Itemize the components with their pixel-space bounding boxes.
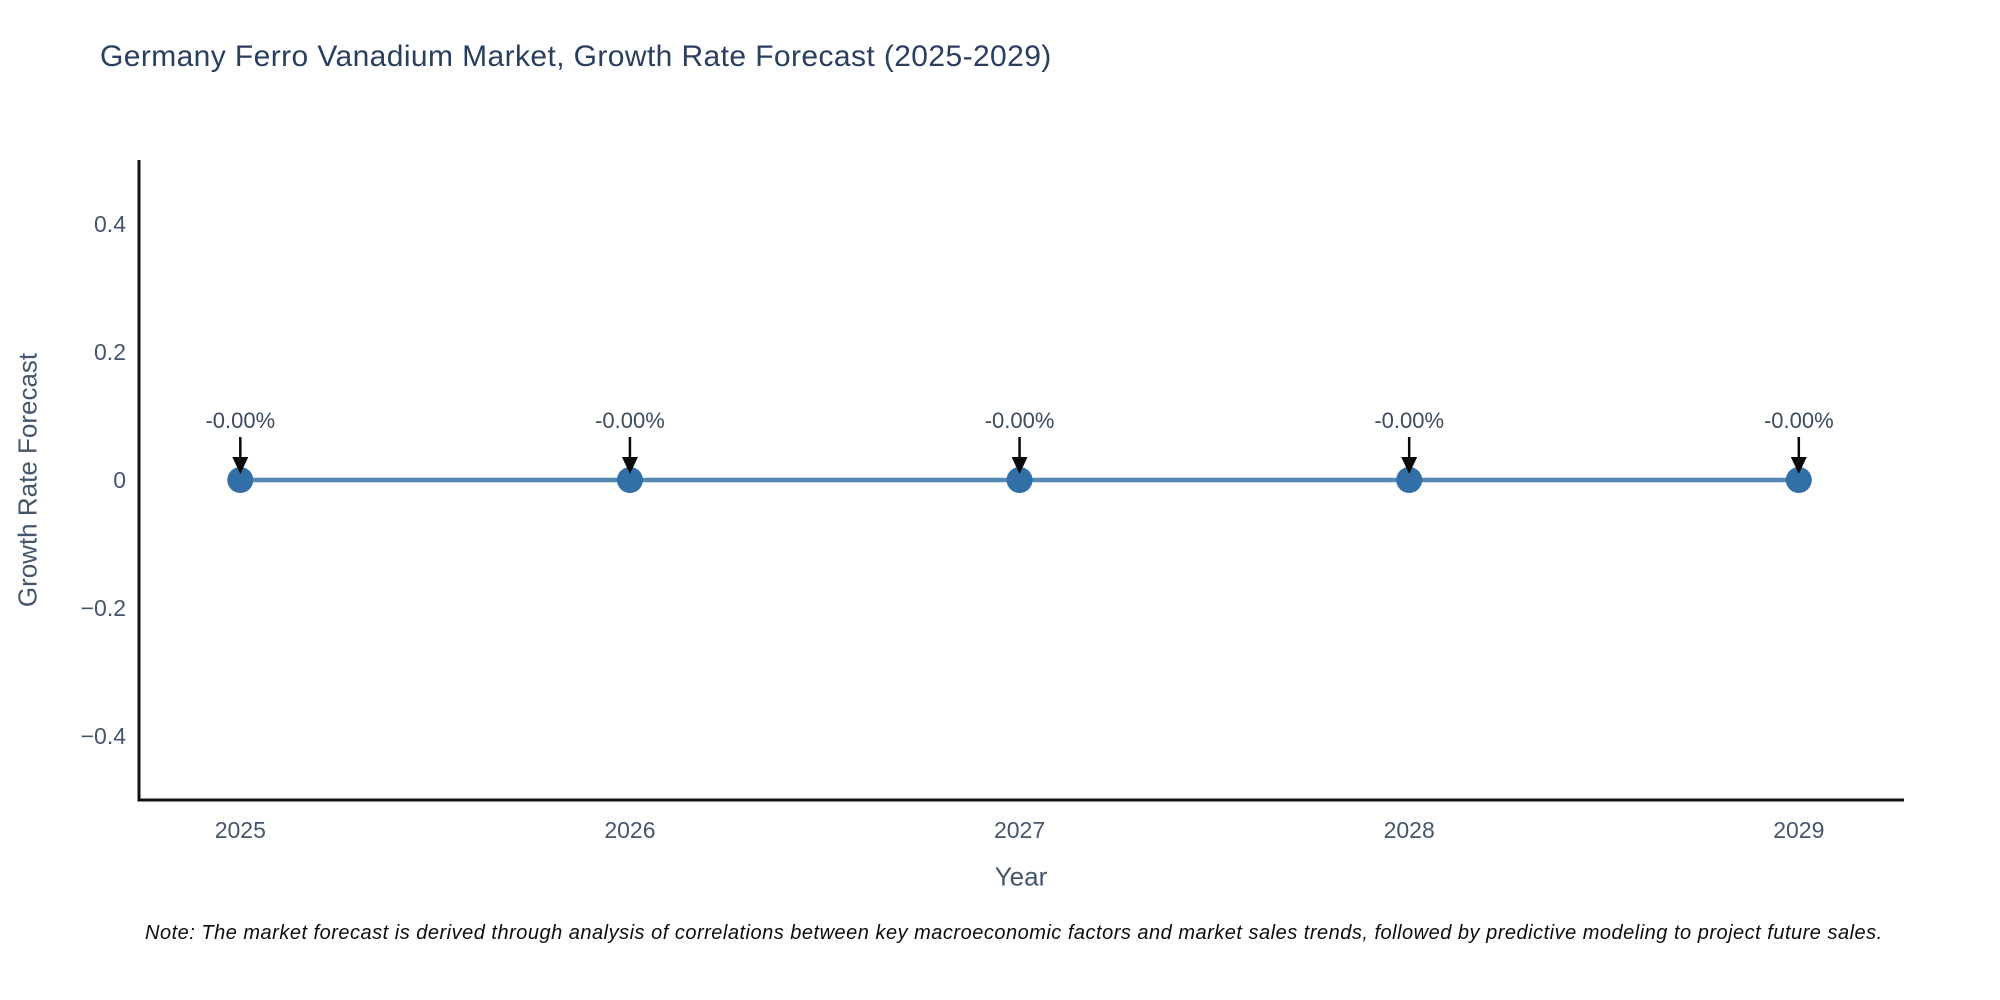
chart-title: Germany Ferro Vanadium Market, Growth Ra…: [100, 40, 1052, 73]
footnote: Note: The market forecast is derived thr…: [145, 922, 1883, 944]
annotation-label: -0.00%: [1764, 408, 1834, 433]
annotation-label: -0.00%: [1374, 408, 1444, 433]
annotation-arrowhead: [1401, 457, 1418, 474]
annotation-label: -0.00%: [205, 408, 275, 433]
x-axis-title: Year: [994, 861, 1048, 892]
annotation-arrowhead: [232, 457, 249, 474]
annotation-label: -0.00%: [595, 408, 665, 433]
x-tick-label: 2029: [1773, 817, 1824, 843]
data-point-marker: [1006, 467, 1033, 493]
data-point-marker: [227, 467, 254, 493]
y-tick-label: 0.2: [94, 339, 126, 365]
x-tick-label: 2026: [604, 817, 655, 843]
annotation-arrowhead: [621, 457, 638, 474]
annotation-label: -0.00%: [985, 408, 1055, 433]
annotation-arrowhead: [1790, 457, 1807, 474]
y-tick-label: −0.4: [81, 723, 127, 749]
x-tick-label: 2025: [215, 817, 266, 843]
y-tick-label: −0.2: [81, 595, 126, 621]
data-point-marker: [1396, 467, 1423, 493]
x-tick-label: 2027: [994, 817, 1045, 843]
x-tick-label: 2028: [1384, 817, 1435, 843]
y-tick-label: 0.4: [94, 211, 126, 237]
y-tick-label: 0: [113, 467, 126, 493]
annotation-arrowhead: [1011, 457, 1028, 474]
data-point-marker: [1785, 467, 1812, 493]
data-point-marker: [616, 467, 643, 493]
